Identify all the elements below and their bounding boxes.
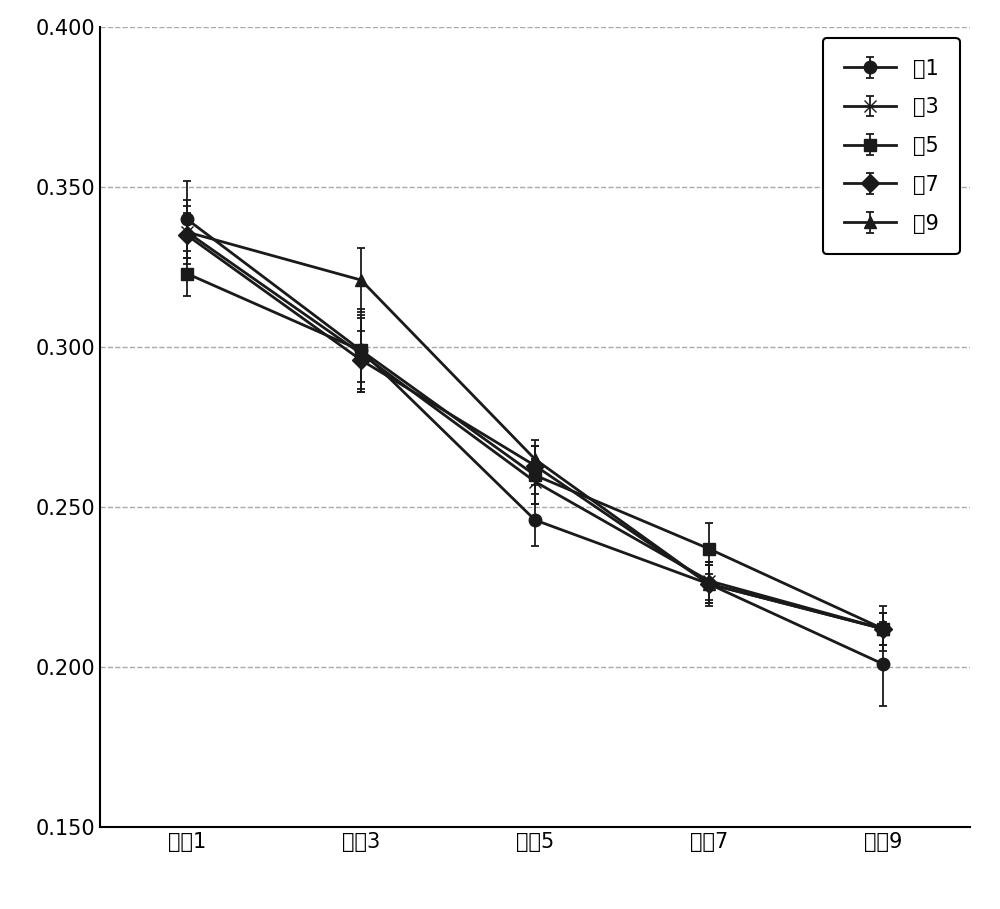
Legend: 西1, 西3, 西5, 西7, 西9: 西1, 西3, 西5, 西7, 西9	[823, 37, 960, 255]
